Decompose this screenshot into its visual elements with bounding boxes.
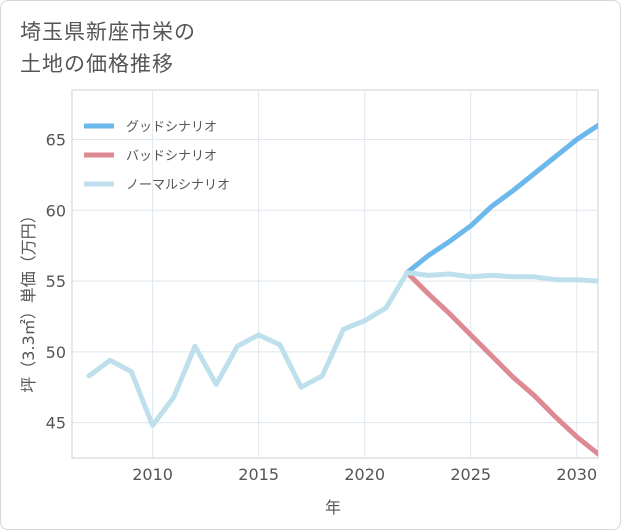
y-tick-label: 55 bbox=[46, 272, 66, 291]
x-tick-label: 2030 bbox=[556, 465, 597, 484]
y-tick-label: 50 bbox=[46, 343, 66, 362]
chart-title-line-2: 土地の価格推移 bbox=[20, 52, 174, 76]
y-axis-label: 坪（3.3㎡）単価（万円） bbox=[19, 207, 38, 392]
x-tick-label: 2020 bbox=[344, 465, 385, 484]
x-tick-labels: 2010 2015 2020 2025 2030 bbox=[132, 465, 597, 484]
x-tick-label: 2025 bbox=[450, 465, 491, 484]
y-tick-label: 60 bbox=[46, 201, 66, 220]
y-tick-label: 65 bbox=[46, 131, 66, 150]
legend-label: グッドシナリオ bbox=[126, 120, 217, 135]
grid-lines bbox=[72, 90, 598, 458]
y-tick-label: 45 bbox=[46, 414, 66, 433]
y-tick-labels: 45 50 55 60 65 bbox=[46, 131, 66, 433]
series-lines bbox=[86, 122, 598, 457]
chart-title-line-1: 埼玉県新座市栄の bbox=[20, 20, 196, 44]
legend-label: ノーマルシナリオ bbox=[126, 178, 230, 193]
series-line-0 bbox=[404, 122, 598, 276]
x-tick-label: 2015 bbox=[238, 465, 279, 484]
series-line-1 bbox=[404, 270, 598, 457]
x-axis-label: 年 bbox=[325, 498, 341, 517]
x-tick-label: 2010 bbox=[132, 465, 173, 484]
plot-area bbox=[71, 89, 599, 459]
series-line-2 bbox=[86, 270, 598, 428]
legend-label: バッドシナリオ bbox=[126, 149, 217, 164]
chart-title: 埼玉県新座市栄の 土地の価格推移 bbox=[20, 16, 196, 80]
